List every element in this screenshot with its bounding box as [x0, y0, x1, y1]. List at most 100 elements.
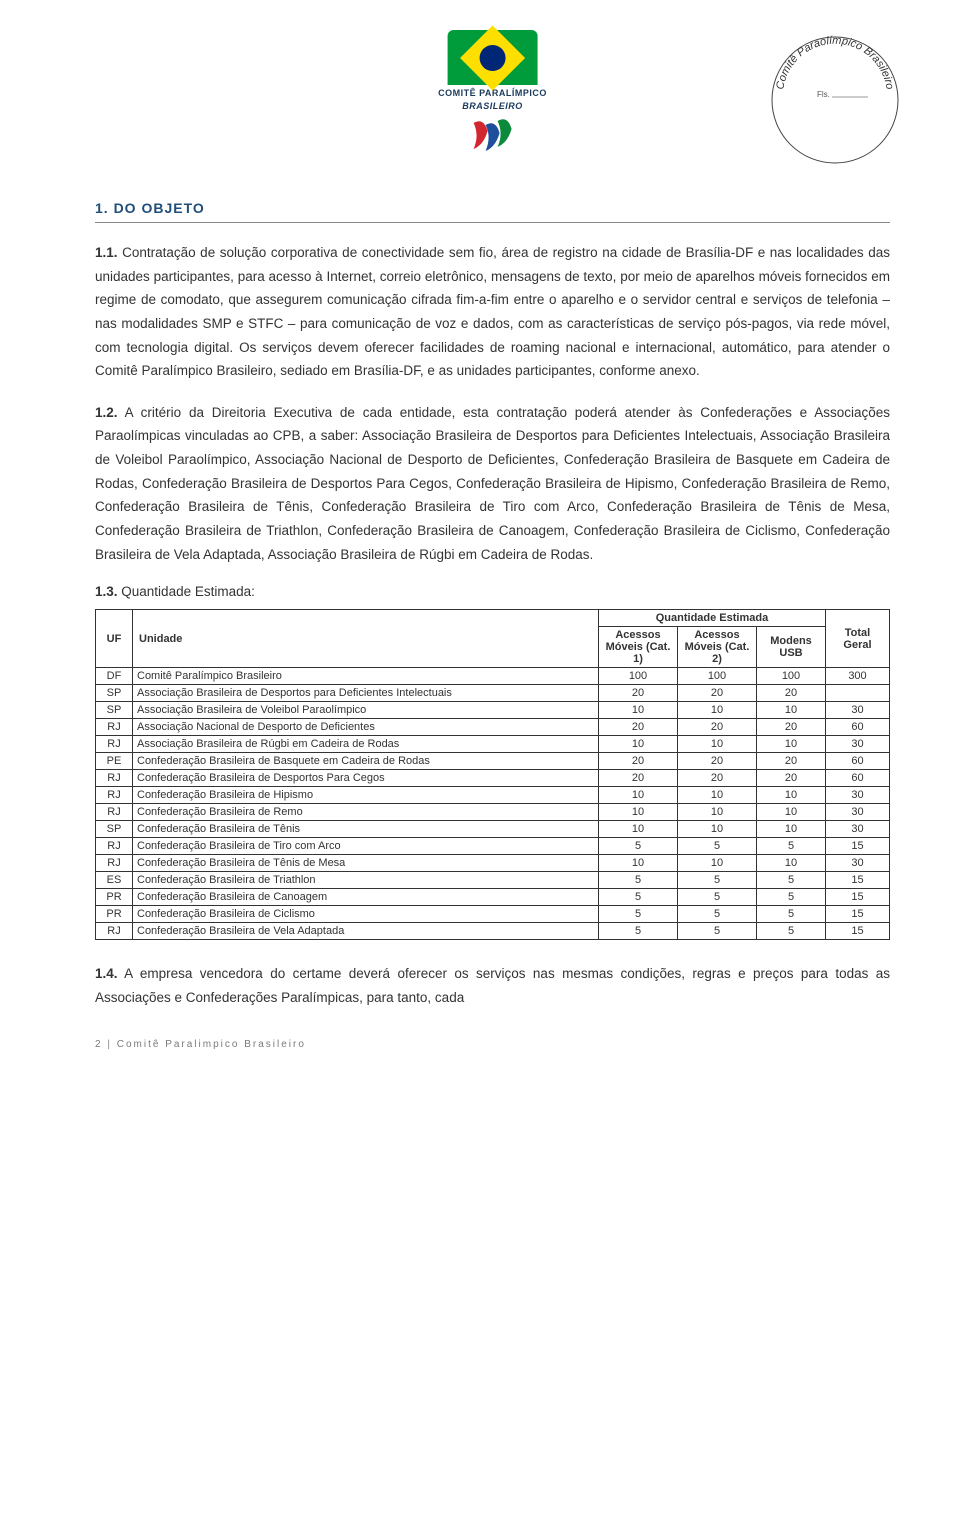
cell-total: 15: [826, 889, 890, 906]
cpb-logo: COMITÊ PARALÍMPICO BRASILEIRO: [438, 30, 547, 155]
table-row: ESConfederação Brasileira de Triathlon55…: [96, 872, 890, 889]
cell-modens: 20: [757, 753, 826, 770]
cell-total: 15: [826, 838, 890, 855]
cell-total: 15: [826, 872, 890, 889]
cell-cat2: 20: [678, 770, 757, 787]
cell-total: 60: [826, 753, 890, 770]
cell-cat1: 10: [599, 821, 678, 838]
cell-modens: 5: [757, 889, 826, 906]
cell-total: 15: [826, 906, 890, 923]
cell-modens: 5: [757, 872, 826, 889]
cell-modens: 20: [757, 770, 826, 787]
cell-unidade: Confederação Brasileira de Basquete em C…: [133, 753, 599, 770]
cell-cat2: 10: [678, 804, 757, 821]
cell-cat1: 100: [599, 668, 678, 685]
footer-separator: |: [107, 1039, 116, 1050]
cell-cat2: 20: [678, 719, 757, 736]
cell-uf: PE: [96, 753, 133, 770]
clause-text-1-4: A empresa vencedora do certame deverá of…: [95, 966, 890, 1005]
svg-text:Comitê Paraolímpico Brasileiro: Comitê Paraolímpico Brasileiro: [774, 35, 895, 90]
cell-cat1: 5: [599, 872, 678, 889]
table-row: RJAssociação Brasileira de Rúgbi em Cade…: [96, 736, 890, 753]
cell-unidade: Confederação Brasileira de Vela Adaptada: [133, 923, 599, 940]
cell-total: 30: [826, 702, 890, 719]
cell-cat1: 10: [599, 736, 678, 753]
logo-line2: BRASILEIRO: [438, 101, 547, 111]
cell-uf: SP: [96, 685, 133, 702]
cell-modens: 20: [757, 685, 826, 702]
cell-unidade: Confederação Brasileira de Hipismo: [133, 787, 599, 804]
cell-total: 30: [826, 821, 890, 838]
table-row: DFComitê Paralímpico Brasileiro100100100…: [96, 668, 890, 685]
footer: 2 | Comitê Paralimpico Brasileiro: [95, 1039, 890, 1050]
cell-unidade: Confederação Brasileira de Triathlon: [133, 872, 599, 889]
clause-text-1-3: Quantidade Estimada:: [118, 584, 255, 599]
clause-text-1-1: Contratação de solução corporativa de co…: [95, 245, 890, 378]
table-row: RJConfederação Brasileira de Vela Adapta…: [96, 923, 890, 940]
cell-modens: 10: [757, 804, 826, 821]
cell-cat2: 5: [678, 923, 757, 940]
cell-unidade: Confederação Brasileira de Canoagem: [133, 889, 599, 906]
th-group: Quantidade Estimada: [599, 610, 826, 627]
cell-total: 30: [826, 787, 890, 804]
table-row: SPAssociação Brasileira de Voleibol Para…: [96, 702, 890, 719]
cell-total: 30: [826, 804, 890, 821]
cell-unidade: Associação Nacional de Desporto de Defic…: [133, 719, 599, 736]
agitos-icon: [438, 115, 547, 155]
cell-cat1: 20: [599, 753, 678, 770]
th-unidade: Unidade: [133, 610, 599, 668]
cell-cat2: 5: [678, 872, 757, 889]
table-row: PRConfederação Brasileira de Ciclismo555…: [96, 906, 890, 923]
cell-uf: RJ: [96, 804, 133, 821]
cell-unidade: Comitê Paralímpico Brasileiro: [133, 668, 599, 685]
cell-cat1: 20: [599, 770, 678, 787]
cell-cat1: 20: [599, 719, 678, 736]
cell-cat2: 100: [678, 668, 757, 685]
footer-text: Comitê Paralimpico Brasileiro: [117, 1039, 306, 1050]
section-divider: [95, 222, 890, 223]
stamp-arc-text: Comitê Paraolímpico Brasileiro: [774, 35, 895, 90]
cell-unidade: Associação Brasileira de Rúgbi em Cadeir…: [133, 736, 599, 753]
th-cat2: Acessos Móveis (Cat. 2): [678, 627, 757, 668]
cell-total: 300: [826, 668, 890, 685]
table-row: SPConfederação Brasileira de Tênis101010…: [96, 821, 890, 838]
cell-cat1: 5: [599, 906, 678, 923]
table-row: RJConfederação Brasileira de Hipismo1010…: [96, 787, 890, 804]
table-row: RJConfederação Brasileira de Tênis de Me…: [96, 855, 890, 872]
clause-num-1-4: 1.4.: [95, 966, 118, 981]
table-row: PEConfederação Brasileira de Basquete em…: [96, 753, 890, 770]
cell-modens: 100: [757, 668, 826, 685]
cell-uf: SP: [96, 702, 133, 719]
cell-cat2: 10: [678, 702, 757, 719]
table-row: PRConfederação Brasileira de Canoagem555…: [96, 889, 890, 906]
table-row: RJAssociação Nacional de Desporto de Def…: [96, 719, 890, 736]
cell-unidade: Confederação Brasileira de Tiro com Arco: [133, 838, 599, 855]
cell-uf: RJ: [96, 719, 133, 736]
cell-total: 30: [826, 736, 890, 753]
cell-uf: RJ: [96, 787, 133, 804]
cell-cat2: 10: [678, 855, 757, 872]
clause-text-1-2: A critério da Direitoria Executiva de ca…: [95, 405, 890, 562]
clause-num-1-2: 1.2.: [95, 405, 118, 420]
cell-cat1: 5: [599, 838, 678, 855]
cell-cat2: 5: [678, 889, 757, 906]
cell-unidade: Confederação Brasileira de Tênis: [133, 821, 599, 838]
cell-unidade: Confederação Brasileira de Ciclismo: [133, 906, 599, 923]
table-row: RJConfederação Brasileira de Remo1010103…: [96, 804, 890, 821]
cell-total: 15: [826, 923, 890, 940]
cell-unidade: Associação Brasileira de Desportos para …: [133, 685, 599, 702]
cell-cat1: 5: [599, 889, 678, 906]
clause-num-1-1: 1.1.: [95, 245, 118, 260]
cell-unidade: Confederação Brasileira de Remo: [133, 804, 599, 821]
cell-modens: 20: [757, 719, 826, 736]
section-title: 1. DO OBJETO: [95, 200, 890, 216]
cell-total: [826, 685, 890, 702]
cell-cat1: 10: [599, 804, 678, 821]
brazil-flag-icon: [448, 30, 538, 85]
cell-uf: PR: [96, 906, 133, 923]
footer-page-num: 2: [95, 1039, 103, 1050]
cell-total: 30: [826, 855, 890, 872]
th-cat1: Acessos Móveis (Cat. 1): [599, 627, 678, 668]
cell-cat2: 5: [678, 838, 757, 855]
cell-unidade: Associação Brasileira de Voleibol Paraol…: [133, 702, 599, 719]
